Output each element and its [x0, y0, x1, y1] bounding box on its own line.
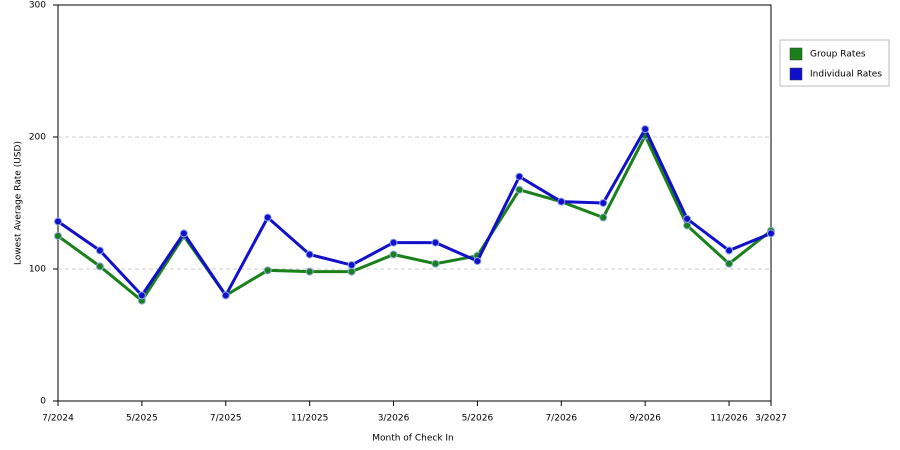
x-tick-label: 3/2027	[755, 414, 787, 424]
y-axis-label: Lowest Average Rate (USD)	[14, 141, 24, 265]
y-tick-label: 0	[40, 397, 46, 407]
data-point	[389, 238, 398, 247]
data-point	[221, 291, 230, 300]
x-tick-label: 11/2025	[291, 414, 328, 424]
data-point	[767, 229, 775, 238]
legend-label: Individual Rates	[810, 70, 882, 80]
data-point	[305, 267, 314, 276]
data-point	[95, 262, 104, 271]
data-point	[347, 267, 356, 276]
x-tick-label: 5/2026	[462, 414, 494, 424]
x-tick-label: 7/2024	[42, 414, 74, 424]
data-point	[431, 238, 440, 247]
data-point	[599, 199, 608, 207]
data-point	[179, 229, 188, 238]
x-tick-label: 3/2026	[378, 414, 410, 424]
data-point	[725, 246, 734, 255]
data-point	[557, 197, 566, 206]
legend-label: Group Rates	[810, 50, 866, 60]
data-point	[725, 259, 734, 268]
series-line	[57, 125, 772, 299]
y-tick-label: 100	[29, 265, 46, 275]
legend-swatch	[789, 67, 803, 81]
data-point	[473, 257, 482, 266]
series-line	[57, 132, 772, 303]
data-point	[683, 221, 692, 230]
data-point	[54, 232, 62, 240]
data-point	[389, 250, 398, 259]
x-tick-label: 11/2026	[710, 414, 748, 424]
data-point	[515, 172, 524, 181]
x-tick-label: 7/2026	[545, 414, 577, 424]
x-tick-label: 7/2025	[210, 414, 242, 424]
y-tick-label: 300	[29, 1, 46, 11]
x-tick-label: 9/2026	[629, 414, 661, 424]
data-point	[54, 217, 62, 226]
data-point	[137, 291, 146, 300]
data-point	[347, 261, 356, 270]
plot-frame	[57, 4, 772, 402]
data-point	[641, 125, 650, 134]
data-point	[515, 185, 524, 194]
legend-swatch	[789, 47, 803, 61]
data-point	[683, 214, 692, 223]
data-point	[599, 213, 608, 222]
x-tick-label: 5/2025	[126, 414, 158, 424]
data-point	[95, 246, 104, 255]
data-point	[431, 259, 440, 268]
x-axis-label: Month of Check In	[372, 434, 454, 444]
data-point	[263, 213, 272, 222]
data-point	[263, 266, 272, 275]
y-tick-label: 200	[29, 133, 46, 143]
data-point	[305, 250, 314, 259]
